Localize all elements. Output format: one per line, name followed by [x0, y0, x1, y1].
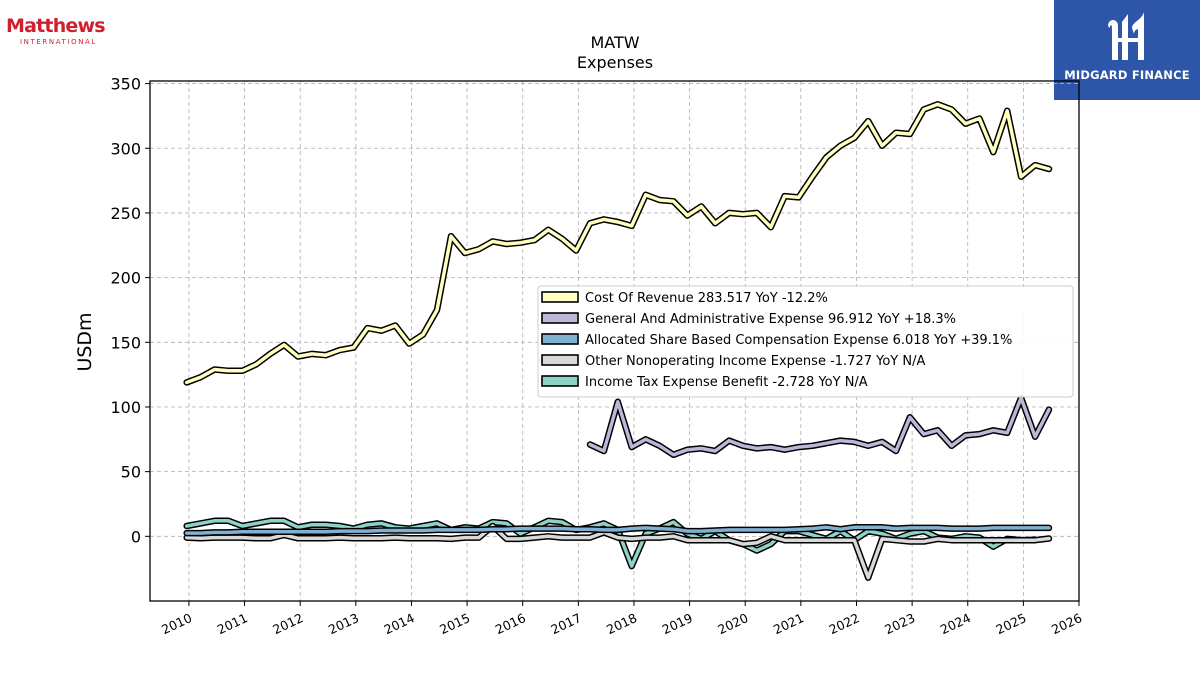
x-tick-label: 2023 [882, 610, 917, 637]
legend-entry-label: Income Tax Expense Benefit -2.728 YoY N/… [585, 375, 868, 390]
x-tick-label: 2010 [159, 610, 194, 637]
y-axis-label: USDm [74, 312, 96, 371]
midgard-finance-name: MIDGARD FINANCE [1064, 68, 1190, 82]
legend-swatch [541, 375, 579, 387]
series-line [184, 525, 1051, 535]
x-tick-label: 2017 [548, 610, 583, 637]
y-tick-label: 0 [131, 527, 141, 546]
y-tick-label: 100 [110, 398, 141, 417]
series-layer [183, 101, 1053, 581]
matthews-logo-subtitle: INTERNATIONAL [20, 38, 97, 46]
x-tick-label: 2026 [1049, 610, 1084, 637]
x-tick-label: 2014 [382, 610, 417, 637]
x-tick-label: 2016 [493, 610, 528, 637]
x-tick-label: 2025 [993, 610, 1028, 637]
legend-entry-label: Other Nonoperating Income Expense -1.727… [585, 354, 925, 369]
series-general-and-administrative-expense [586, 394, 1053, 459]
legend-entry-label: General And Administrative Expense 96.91… [585, 312, 956, 327]
y-tick-label: 200 [110, 269, 141, 288]
x-tick-label: 2015 [437, 610, 472, 637]
legend-swatch [541, 333, 579, 345]
x-tick-label: 2011 [215, 610, 250, 637]
x-tick-label: 2021 [771, 610, 806, 637]
y-tick-label: 300 [110, 139, 141, 158]
matthews-logo: Matthews INTERNATIONAL [6, 16, 116, 46]
legend-entry-label: Cost Of Revenue 283.517 YoY -12.2% [585, 291, 828, 306]
series-cost-of-revenue [183, 101, 1053, 386]
x-tick-label: 2024 [938, 610, 973, 637]
x-tick-label: 2013 [326, 610, 361, 637]
legend: Cost Of Revenue 283.517 YoY -12.2% Genera… [537, 285, 1074, 398]
y-tick-label: 50 [121, 463, 141, 482]
y-tick-label: 250 [110, 204, 141, 223]
y-tick-label: 150 [110, 333, 141, 352]
matthews-logo-name: Matthews [6, 15, 106, 37]
chart-title: MATW [590, 33, 639, 52]
series-allocated-share-based-compensation-expense [183, 524, 1053, 537]
x-tick-label: 2019 [660, 610, 695, 637]
chart-subtitle: Expenses [577, 53, 653, 72]
legend-swatch [541, 291, 579, 303]
midgard-monogram-icon [1108, 12, 1144, 60]
legend-swatch [541, 354, 579, 366]
x-tick-label: 2022 [827, 610, 862, 637]
legend-entry-label: Allocated Share Based Compensation Expen… [585, 333, 1012, 348]
series-other-nonoperating-income-expense [183, 522, 1053, 581]
legend-swatch [541, 312, 579, 324]
x-tick-label: 2012 [270, 610, 305, 637]
x-tick-label: 2020 [715, 610, 750, 637]
x-tick-label: 2018 [604, 610, 639, 637]
legend-box [537, 285, 1074, 398]
y-tick-label: 350 [110, 75, 141, 94]
series-line [184, 524, 1051, 580]
midgard-finance-logo: MIDGARD FINANCE [1054, 0, 1200, 100]
series-line [588, 396, 1051, 457]
plot-frame [149, 80, 1080, 602]
series-line [184, 102, 1051, 385]
